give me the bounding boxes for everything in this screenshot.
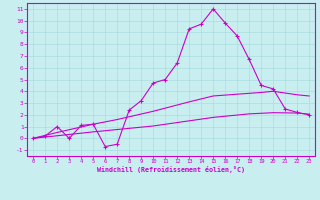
X-axis label: Windchill (Refroidissement éolien,°C): Windchill (Refroidissement éolien,°C) [97,166,245,173]
